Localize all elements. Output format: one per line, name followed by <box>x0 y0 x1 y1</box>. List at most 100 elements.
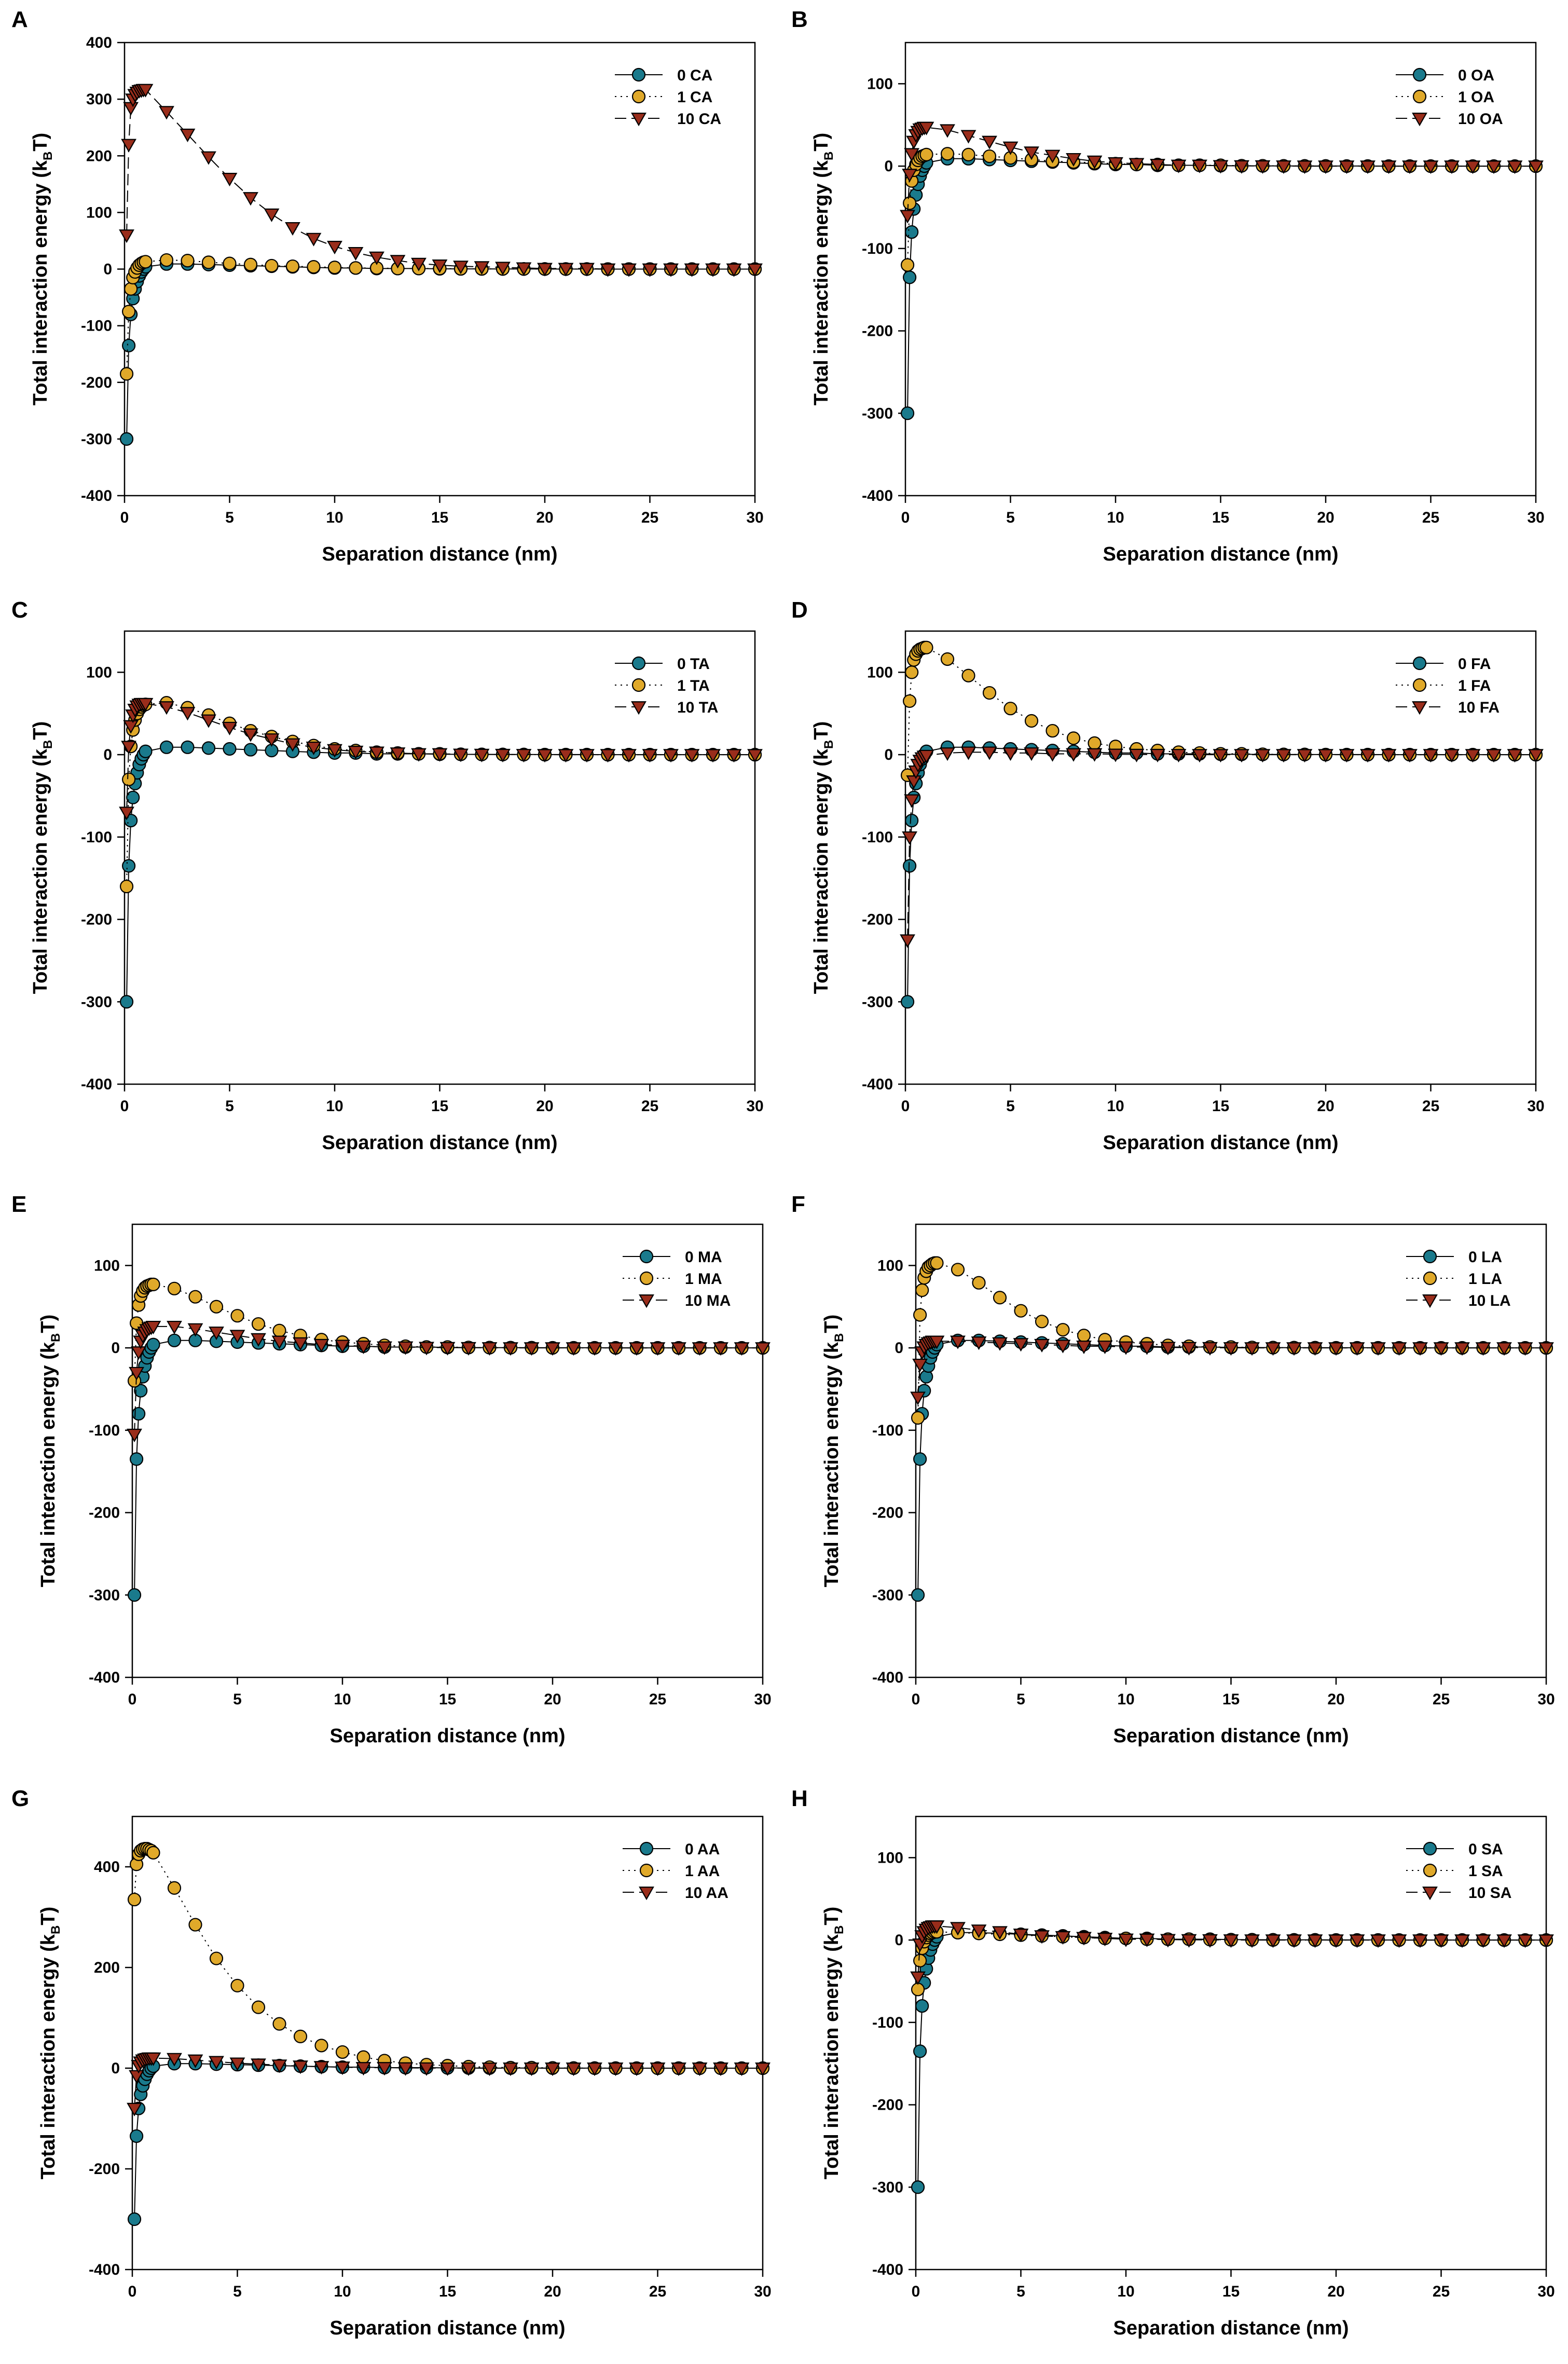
data-point <box>1077 1329 1091 1343</box>
legend-marker <box>639 1249 654 1264</box>
panel-label: B <box>791 7 808 32</box>
data-point <box>910 1971 926 1985</box>
data-point <box>187 1323 203 1337</box>
data-point <box>684 749 700 763</box>
data-point <box>251 2000 266 2014</box>
legend-marker <box>1412 113 1427 127</box>
data-point <box>910 1391 926 1405</box>
x-tick-label: 30 <box>1527 509 1544 526</box>
data-point <box>137 698 154 712</box>
data-point <box>579 263 595 277</box>
series-0-ca <box>119 257 762 446</box>
data-point <box>130 1452 144 1466</box>
series-line <box>134 1283 763 1381</box>
series-line <box>907 158 1536 414</box>
y-tick-label: 0 <box>884 158 893 175</box>
series-1-ma <box>127 1277 770 1388</box>
legend-marker <box>1423 1249 1437 1264</box>
x-tick-label: 20 <box>544 2283 561 2300</box>
data-point <box>1108 157 1123 171</box>
data-point <box>461 1342 476 1356</box>
data-point <box>1118 1341 1134 1355</box>
y-tick-label: 100 <box>877 1257 903 1274</box>
data-point <box>1055 1340 1071 1354</box>
x-tick-label: 15 <box>439 1691 456 1708</box>
plot-frame <box>131 1223 764 1678</box>
panel-label: C <box>11 597 28 623</box>
legend-entry: 1 MA <box>623 1270 722 1288</box>
x-tick-label: 20 <box>1327 1691 1344 1708</box>
data-point <box>1171 749 1187 763</box>
data-point <box>397 1341 414 1355</box>
data-point <box>929 1335 945 1349</box>
data-point <box>209 1300 224 1314</box>
data-point <box>545 2062 560 2076</box>
data-point <box>474 748 490 762</box>
legend-marker <box>639 1271 654 1286</box>
data-point <box>537 749 553 763</box>
data-point <box>223 256 237 270</box>
series-line <box>134 1340 763 1595</box>
data-point <box>950 1335 966 1349</box>
x-tick-label: 20 <box>1317 1098 1334 1115</box>
data-point <box>264 733 280 747</box>
data-point <box>566 2062 582 2076</box>
data-point <box>201 151 216 165</box>
data-point <box>1360 160 1376 174</box>
data-point <box>900 934 915 948</box>
data-point <box>251 1317 266 1331</box>
data-point <box>1139 1341 1155 1355</box>
data-point <box>482 2062 498 2076</box>
legend-marker <box>631 67 646 82</box>
x-tick-label: 0 <box>901 509 910 526</box>
y-tick-label: -400 <box>862 1076 893 1093</box>
data-point <box>1307 1342 1323 1356</box>
y-tick-label: -300 <box>862 405 893 422</box>
data-point <box>209 1951 224 1965</box>
data-point <box>272 2017 286 2031</box>
data-point <box>1433 1934 1449 1948</box>
data-point <box>251 1333 266 1347</box>
data-point <box>915 1999 929 2013</box>
y-tick-label: -200 <box>862 911 893 928</box>
data-point <box>1517 1934 1533 1948</box>
y-tick-label: 0 <box>895 1932 903 1949</box>
data-point <box>327 744 342 758</box>
legend-entry: 10 MA <box>623 1292 731 1309</box>
legend-label: 0 MA <box>685 1249 722 1266</box>
x-tick-label: 30 <box>1527 1098 1544 1115</box>
data-point <box>1002 141 1019 155</box>
data-point <box>1118 1933 1134 1947</box>
panel-a: A 0 5 10 15 20 25 30 -400 -300 -200 -100 0 100 200 300 4… <box>11 7 764 565</box>
y-tick-label: 100 <box>867 75 893 92</box>
data-point <box>902 859 917 873</box>
x-tick-label: 15 <box>439 2283 456 2300</box>
data-point <box>134 1384 148 1398</box>
data-point <box>993 1291 1007 1305</box>
legend-label: 10 FA <box>1458 699 1500 716</box>
data-point <box>629 2062 644 2076</box>
data-point <box>900 210 915 224</box>
data-point <box>243 192 258 206</box>
data-point <box>1423 160 1439 174</box>
data-point <box>1486 160 1502 174</box>
data-point <box>1223 1342 1239 1356</box>
y-tick-label: 100 <box>877 1849 903 1866</box>
legend-entry: 0 LA <box>1406 1249 1502 1266</box>
x-tick-label: 30 <box>746 1098 763 1115</box>
data-point <box>516 749 532 763</box>
data-point <box>713 1342 728 1356</box>
x-axis-title: Separation distance (nm) <box>330 1725 566 1747</box>
data-point <box>972 1276 986 1290</box>
data-point <box>906 775 922 789</box>
y-tick-label: -200 <box>862 323 893 340</box>
data-point <box>1234 160 1249 174</box>
x-tick-label: 0 <box>120 509 129 526</box>
x-tick-label: 20 <box>536 509 553 526</box>
series-line <box>907 751 1536 940</box>
data-point <box>335 1340 350 1354</box>
data-point <box>1381 160 1397 174</box>
data-point <box>1181 1342 1197 1356</box>
data-point <box>369 251 384 265</box>
data-point <box>181 254 195 268</box>
